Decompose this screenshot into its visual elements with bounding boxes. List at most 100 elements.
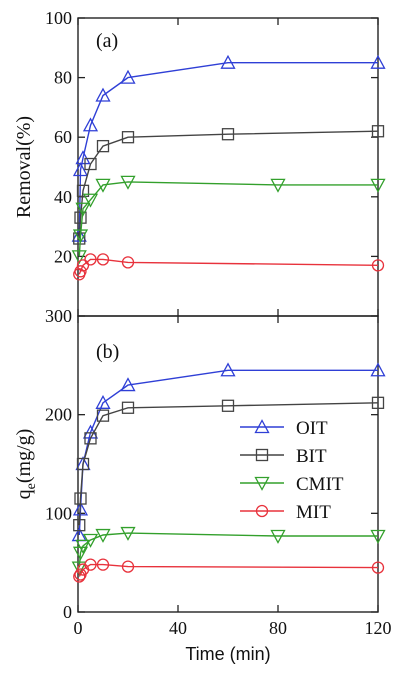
panel-b-series bbox=[71, 362, 386, 583]
legend-item-cmit: CMIT bbox=[240, 474, 344, 495]
y-tick-label: 300 bbox=[45, 306, 72, 326]
data-point-oit bbox=[370, 362, 386, 377]
data-point-mit bbox=[73, 570, 86, 583]
panel-b-xticks: 0 40 80 120 bbox=[74, 316, 392, 638]
data-point-mit bbox=[371, 561, 385, 574]
data-point-bit bbox=[121, 131, 135, 144]
data-point-cmit bbox=[95, 528, 111, 543]
data-point-cmit bbox=[71, 561, 87, 576]
panel-b-ylabel-sub: e bbox=[24, 483, 39, 489]
data-point-mit bbox=[121, 560, 135, 573]
panel-a-ylabel: Removal(%) bbox=[13, 116, 35, 218]
data-point-bit bbox=[76, 457, 90, 471]
panel-b-yticks: 0 100 200 300 bbox=[45, 306, 378, 622]
data-point-bit bbox=[221, 399, 235, 412]
series-oit bbox=[71, 362, 386, 542]
legend-label: CMIT bbox=[296, 474, 344, 495]
y-tick-label: 40 bbox=[54, 187, 72, 207]
x-tick-label: 40 bbox=[169, 618, 187, 638]
data-point-bit bbox=[74, 211, 87, 224]
panel-a-yticks: 20 40 60 80 100 bbox=[45, 8, 379, 316]
data-point-oit bbox=[95, 394, 111, 409]
y-tick-label: 100 bbox=[45, 8, 72, 28]
series-cmit bbox=[71, 175, 386, 265]
data-point-oit bbox=[82, 117, 99, 132]
series-bit bbox=[73, 396, 385, 532]
data-point-mit bbox=[96, 558, 110, 571]
legend-item-oit: OIT bbox=[240, 418, 328, 439]
legend-label: BIT bbox=[296, 446, 327, 467]
data-point-bit bbox=[73, 519, 86, 532]
data-point-mit bbox=[84, 253, 97, 266]
data-point-cmit bbox=[270, 178, 286, 193]
series-line-cmit bbox=[78, 532, 378, 568]
data-point-oit bbox=[72, 162, 89, 177]
data-point-cmit bbox=[71, 250, 87, 265]
data-point-mit bbox=[371, 259, 385, 272]
data-point-cmit bbox=[95, 178, 111, 193]
legend-item-bit: BIT bbox=[240, 446, 327, 467]
data-point-oit bbox=[120, 69, 136, 84]
y-tick-label: 20 bbox=[54, 246, 72, 266]
panel-a-label: (a) bbox=[96, 30, 118, 52]
series-mit bbox=[73, 558, 385, 583]
data-point-cmit bbox=[370, 529, 386, 544]
data-point-bit bbox=[73, 232, 86, 245]
panel-b-label: (b) bbox=[96, 341, 119, 363]
data-point-cmit bbox=[370, 178, 386, 193]
data-point-mit bbox=[74, 265, 87, 278]
data-point-cmit bbox=[75, 202, 91, 217]
data-point-bit bbox=[76, 184, 90, 197]
series-line-oit bbox=[78, 62, 378, 236]
data-point-bit bbox=[96, 409, 110, 422]
panel-a: (a) Removal(%) 20 40 60 80 100 bbox=[13, 8, 386, 317]
y-tick-label: 0 bbox=[63, 602, 72, 622]
data-point-mit bbox=[121, 256, 135, 269]
legend-label: OIT bbox=[296, 418, 328, 439]
series-oit bbox=[71, 54, 386, 242]
legend-label: MIT bbox=[296, 502, 331, 523]
x-axis-title: Time (min) bbox=[185, 644, 270, 664]
data-point-bit bbox=[371, 125, 385, 138]
data-point-oit bbox=[370, 54, 386, 69]
series-line-bit bbox=[78, 130, 379, 239]
data-point-cmit bbox=[120, 175, 136, 190]
data-point-bit bbox=[371, 396, 385, 409]
data-point-bit bbox=[84, 157, 97, 171]
data-point-mit bbox=[76, 259, 90, 272]
series-bit bbox=[73, 125, 385, 245]
legend-marker bbox=[255, 504, 269, 518]
panel-b-ylabel-rest: (mg/g) bbox=[13, 429, 35, 483]
panel-a-series bbox=[71, 54, 386, 281]
data-point-cmit bbox=[270, 529, 286, 544]
data-point-mit bbox=[96, 253, 110, 266]
y-tick-label: 200 bbox=[45, 405, 72, 425]
data-point-cmit bbox=[82, 533, 99, 548]
y-tick-label: 100 bbox=[45, 503, 72, 523]
series-mit bbox=[73, 253, 385, 281]
x-tick-label: 120 bbox=[365, 618, 392, 638]
panel-b-ylabel-main: q bbox=[13, 489, 35, 499]
data-point-bit bbox=[121, 401, 135, 414]
data-point-cmit bbox=[82, 193, 99, 208]
legend-item-mit: MIT bbox=[240, 502, 331, 523]
y-tick-label: 80 bbox=[54, 68, 72, 88]
series-cmit bbox=[71, 526, 386, 576]
data-point-bit bbox=[221, 128, 235, 141]
panel-b-ylabel: qe(mg/g) bbox=[13, 429, 39, 500]
data-point-oit bbox=[75, 150, 91, 165]
data-point-mit bbox=[84, 558, 97, 571]
data-point-cmit bbox=[72, 229, 89, 244]
legend-marker bbox=[254, 419, 270, 434]
y-tick-label: 60 bbox=[54, 127, 72, 147]
data-point-bit bbox=[96, 139, 110, 153]
legend: OIT BIT CMIT MIT bbox=[240, 418, 344, 523]
data-point-bit bbox=[74, 492, 87, 505]
legend-marker bbox=[255, 448, 269, 462]
data-point-oit bbox=[120, 377, 136, 392]
data-point-oit bbox=[72, 501, 89, 516]
data-point-cmit bbox=[75, 539, 91, 554]
data-point-bit bbox=[84, 432, 97, 445]
data-point-oit bbox=[220, 362, 236, 377]
